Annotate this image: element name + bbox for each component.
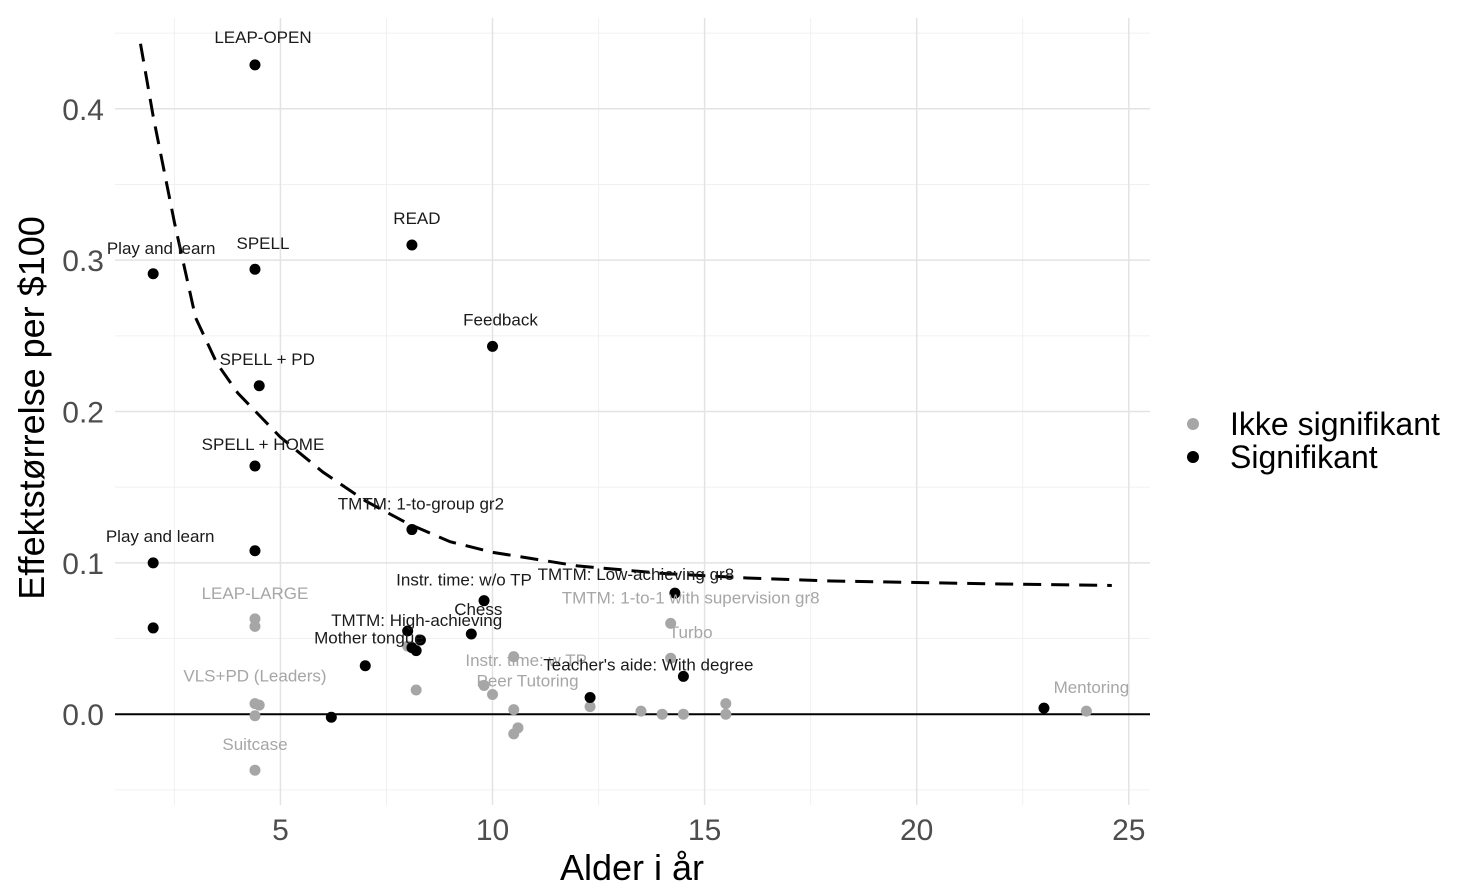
point-label: Feedback xyxy=(463,310,538,329)
data-points xyxy=(147,59,1092,776)
data-point xyxy=(410,684,422,696)
data-point xyxy=(147,622,159,634)
data-point xyxy=(359,660,371,672)
point-label: READ xyxy=(393,209,440,228)
data-point xyxy=(249,545,261,557)
y-tick-label: 0.0 xyxy=(62,699,104,732)
point-label: LEAP-OPEN xyxy=(214,28,311,47)
data-point xyxy=(406,239,418,251)
y-axis-title: Effektstørrelse per $100 xyxy=(11,216,52,600)
point-label: Play and learn xyxy=(107,239,216,258)
x-tick-label: 25 xyxy=(1112,814,1145,847)
data-point xyxy=(402,625,414,637)
point-label: SPELL xyxy=(237,234,290,253)
data-point xyxy=(665,617,677,629)
data-point xyxy=(665,652,677,664)
data-point xyxy=(584,701,596,713)
point-label: Mother tongue xyxy=(314,629,424,648)
grid-lines xyxy=(115,18,1150,805)
legend-label: Ikke signifikant xyxy=(1230,406,1440,442)
data-point xyxy=(677,708,689,720)
data-point xyxy=(249,59,261,71)
point-label: SPELL + PD xyxy=(220,350,315,369)
data-point xyxy=(249,460,261,472)
x-tick-label: 5 xyxy=(272,814,289,847)
point-label: LEAP-LARGE xyxy=(202,584,309,603)
point-label: TMTM: 1-to-group gr2 xyxy=(338,495,504,514)
point-label: Suitcase xyxy=(222,735,287,754)
data-point xyxy=(253,699,265,711)
data-point xyxy=(508,704,520,716)
data-point xyxy=(406,524,418,536)
point-label: Instr. time: w TP xyxy=(465,651,587,670)
legend-key xyxy=(1187,451,1199,463)
point-label: TMTM: Low-achieving gr8 xyxy=(538,565,735,584)
data-point xyxy=(249,710,261,722)
data-point xyxy=(325,711,337,723)
point-labels: LEAP-LARGE VLS+PD (Leaders) Suitcase Instr.… xyxy=(106,28,1129,754)
data-point xyxy=(410,645,422,657)
data-point xyxy=(720,708,732,720)
point-label: SPELL + HOME xyxy=(202,435,325,454)
y-tick-label: 0.1 xyxy=(62,548,104,581)
legend-key xyxy=(1187,418,1199,430)
point-label: Instr. time: w/o TP xyxy=(396,571,532,590)
x-tick-label: 20 xyxy=(900,814,933,847)
data-point xyxy=(635,705,647,717)
y-axis-ticks: 0.0 0.1 0.2 0.3 0.4 xyxy=(62,94,104,732)
y-tick-label: 0.2 xyxy=(62,397,104,430)
data-point xyxy=(487,340,499,352)
point-label: TMTM: 1-to-1 with supervision gr8 xyxy=(562,588,820,607)
data-point xyxy=(249,620,261,632)
data-point xyxy=(249,764,261,776)
x-tick-label: 15 xyxy=(688,814,721,847)
x-axis-ticks: 5 10 15 20 25 xyxy=(272,814,1145,847)
data-point xyxy=(487,689,499,701)
point-label: Mentoring xyxy=(1054,678,1130,697)
data-point xyxy=(677,670,689,682)
data-point xyxy=(512,722,524,734)
trend-line xyxy=(139,43,1112,587)
data-point xyxy=(147,557,159,569)
data-point xyxy=(147,268,159,280)
data-point xyxy=(253,380,265,392)
point-label: Play and learn xyxy=(106,527,215,546)
data-point xyxy=(414,634,426,646)
data-point xyxy=(508,651,520,663)
point-label: Teacher's aide: With degree xyxy=(543,655,753,674)
data-point xyxy=(249,263,261,275)
data-point xyxy=(465,628,477,640)
point-label: VLS+PD (Leaders) xyxy=(183,667,326,686)
data-point xyxy=(584,692,596,704)
legend-label: Signifikant xyxy=(1230,439,1378,475)
data-point xyxy=(1080,705,1092,717)
data-point xyxy=(720,698,732,710)
point-label: Chess xyxy=(454,600,502,619)
data-point xyxy=(478,595,490,607)
y-tick-label: 0.4 xyxy=(62,94,104,127)
data-point xyxy=(669,587,681,599)
data-point xyxy=(249,613,261,625)
data-point xyxy=(478,679,490,691)
point-label: Turbo xyxy=(669,623,713,642)
data-point xyxy=(656,708,668,720)
x-tick-label: 10 xyxy=(476,814,509,847)
point-label: TMTM: High-achieving xyxy=(331,611,502,630)
x-axis-title: Alder i år xyxy=(560,847,704,887)
y-tick-label: 0.3 xyxy=(62,245,104,278)
point-label: Peer Tutoring xyxy=(476,672,578,691)
data-point xyxy=(1038,702,1050,714)
